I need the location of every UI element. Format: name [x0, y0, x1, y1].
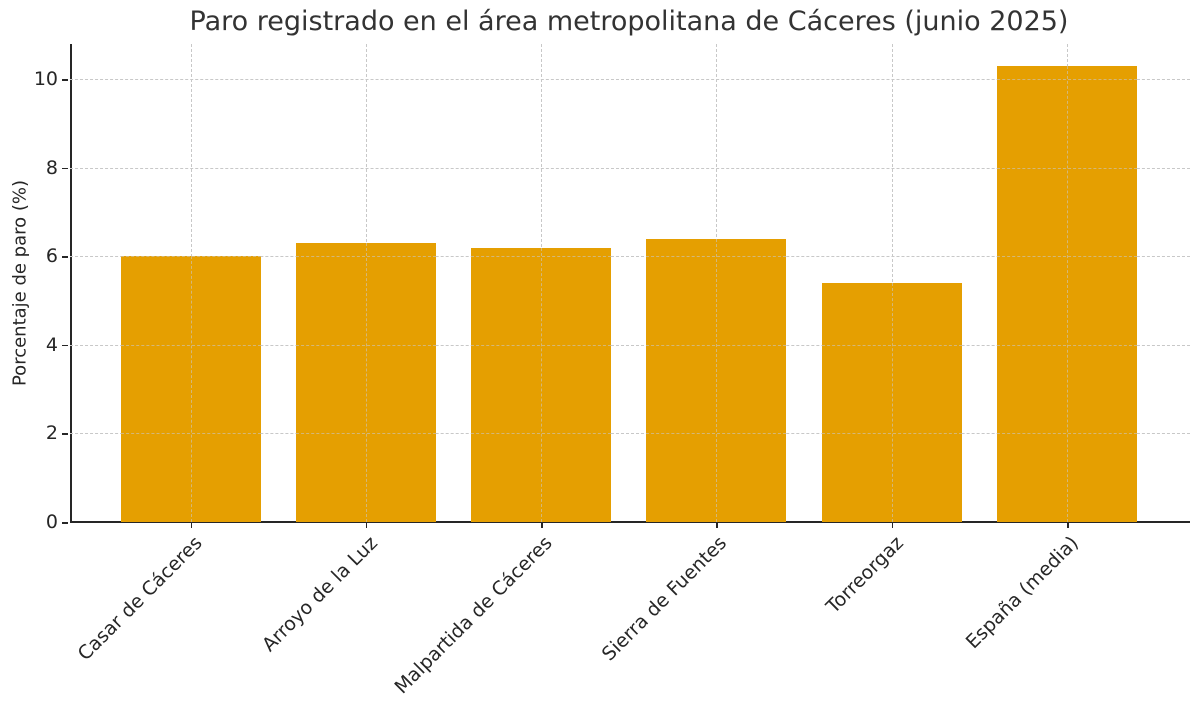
chart-title: Paro registrado en el área metropolitana… — [189, 6, 1069, 37]
plot-area: 0 2 4 6 8 10 Casar de Cáceres Arroyo de la Luz M… — [34, 44, 1190, 698]
y-axis-line — [70, 44, 72, 523]
v-gridline — [716, 238, 718, 522]
x-tick-label: Arroyo de la Luz — [257, 532, 382, 657]
h-gridline — [471, 344, 612, 346]
y-tick-label: 4 — [45, 333, 58, 356]
v-gridline — [541, 247, 543, 522]
h-gridline — [70, 433, 1190, 435]
h-gridline — [70, 167, 1190, 169]
h-gridline — [295, 433, 436, 435]
h-gridline — [997, 79, 1137, 81]
y-tick-label: 2 — [45, 422, 58, 445]
h-gridline — [646, 256, 787, 258]
h-gridline — [120, 344, 261, 346]
h-gridline — [295, 256, 436, 258]
h-gridline — [120, 433, 261, 435]
h-gridline — [821, 344, 962, 346]
y-tick-label: 0 — [45, 511, 58, 533]
x-tick-label: Sierra de Fuentes — [598, 532, 732, 666]
h-gridline — [997, 433, 1137, 435]
x-tick-label: Torreorgaz — [821, 532, 908, 618]
v-gridline — [365, 243, 367, 522]
h-gridline — [646, 433, 787, 435]
x-tick-mark — [1067, 522, 1069, 528]
h-gridline — [646, 344, 787, 346]
y-axis-label: Porcentaje de paro (%) — [9, 179, 31, 387]
y-tick-mark — [62, 256, 68, 258]
x-axis-line — [70, 521, 1190, 523]
y-tick-mark — [62, 79, 68, 81]
x-tick-mark — [541, 522, 543, 528]
y-tick-label: 6 — [45, 245, 58, 268]
x-tick-mark — [891, 522, 894, 528]
h-gridline — [295, 344, 436, 346]
x-tick-mark — [365, 522, 368, 528]
x-tick-mark — [716, 522, 718, 528]
x-tick-label: España (media) — [961, 532, 1083, 654]
h-gridline — [70, 256, 1190, 258]
x-tick-label: Malpartida de Cáceres — [390, 532, 557, 699]
h-gridline — [471, 433, 612, 435]
h-gridline — [70, 79, 1190, 81]
y-tick-label: 8 — [45, 156, 58, 179]
y-tick-mark — [62, 167, 68, 170]
v-gridline — [891, 283, 893, 522]
h-gridline — [821, 433, 962, 435]
v-gridline — [1067, 66, 1068, 522]
y-tick-mark — [62, 344, 68, 347]
v-gridline — [190, 256, 192, 522]
y-tick-mark — [62, 433, 68, 435]
y-tick-mark — [62, 522, 68, 524]
h-gridline — [70, 344, 1190, 346]
h-gridline — [997, 167, 1137, 169]
h-gridline — [997, 256, 1137, 258]
x-tick-mark — [190, 522, 192, 528]
h-gridline — [120, 256, 261, 258]
y-tick-label: 10 — [33, 68, 58, 91]
h-gridline — [997, 344, 1137, 346]
h-gridline — [471, 256, 612, 258]
x-tick-label: Casar de Cáceres — [73, 532, 207, 666]
